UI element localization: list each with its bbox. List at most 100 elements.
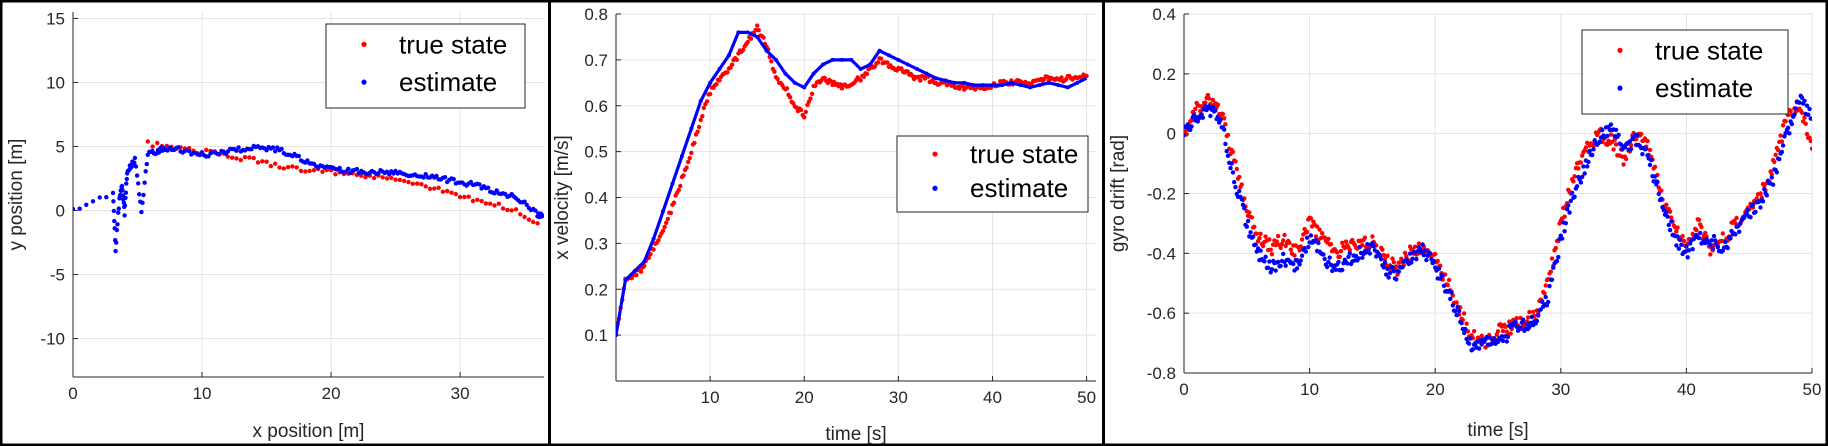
data-point — [1647, 162, 1653, 168]
data-point — [204, 147, 209, 153]
data-point — [1386, 275, 1391, 280]
data-point — [1797, 100, 1802, 105]
data-point — [509, 208, 514, 213]
series-estimate — [73, 143, 544, 254]
data-point — [872, 64, 877, 69]
data-point — [1464, 321, 1469, 326]
data-point — [1424, 257, 1429, 263]
data-point — [1306, 244, 1311, 250]
data-point — [111, 199, 116, 204]
data-point — [877, 48, 882, 53]
data-point — [1384, 272, 1389, 277]
data-point — [1263, 234, 1268, 239]
data-point — [1391, 260, 1397, 265]
data-point — [1715, 245, 1721, 250]
data-point — [1189, 124, 1194, 129]
data-point — [1778, 133, 1783, 138]
data-point — [1363, 250, 1369, 255]
data-point — [1237, 188, 1242, 194]
data-point — [808, 96, 813, 101]
data-point — [1254, 231, 1260, 236]
data-point — [1568, 198, 1574, 204]
data-point — [1698, 230, 1703, 236]
data-point — [273, 149, 278, 154]
data-point — [1525, 315, 1531, 320]
data-point — [695, 129, 700, 134]
data-point — [714, 82, 719, 87]
data-point — [1772, 159, 1777, 165]
data-point — [1775, 147, 1781, 153]
data-point — [1576, 166, 1581, 171]
data-point — [1534, 318, 1540, 324]
data-point — [97, 195, 102, 200]
data-point — [230, 155, 235, 160]
data-point — [296, 153, 301, 159]
data-point — [1470, 347, 1476, 352]
data-point — [1649, 157, 1654, 163]
data-point — [1336, 259, 1341, 265]
y-tick-label: 0.8 — [584, 5, 608, 24]
data-point — [120, 187, 125, 193]
data-point — [1333, 267, 1339, 272]
data-point — [1302, 226, 1307, 232]
data-point — [1213, 108, 1218, 113]
data-point — [279, 146, 284, 152]
data-point — [1210, 105, 1216, 110]
data-point — [1412, 244, 1418, 249]
data-point — [1679, 242, 1684, 247]
data-point — [1684, 244, 1689, 249]
data-point — [868, 62, 873, 67]
data-point — [1613, 142, 1619, 147]
data-point — [311, 168, 317, 173]
data-point — [1276, 259, 1281, 265]
data-point — [496, 201, 501, 206]
data-point — [1385, 253, 1390, 258]
data-point — [1242, 206, 1247, 211]
data-point — [839, 86, 845, 91]
data-point — [1273, 268, 1278, 273]
data-point — [1302, 246, 1307, 251]
data-point — [1056, 83, 1061, 88]
data-point — [1644, 146, 1649, 151]
data-point — [1514, 316, 1520, 321]
data-point — [1224, 149, 1229, 154]
data-point — [1075, 80, 1080, 85]
y-tick-label: 10 — [46, 73, 65, 92]
data-point — [260, 159, 265, 164]
data-point — [143, 169, 148, 174]
legend-label: estimate — [399, 67, 497, 97]
data-point — [1685, 255, 1690, 260]
data-point — [783, 71, 788, 76]
data-point — [113, 248, 118, 254]
data-point — [453, 191, 458, 197]
data-point — [1266, 265, 1271, 270]
data-point — [1471, 329, 1477, 334]
data-point — [1769, 175, 1775, 180]
data-point — [186, 148, 192, 154]
data-point — [1185, 122, 1191, 127]
data-point — [668, 210, 674, 216]
data-point — [1605, 133, 1610, 139]
data-point — [1694, 228, 1699, 233]
data-point — [1667, 227, 1673, 233]
data-point — [522, 199, 527, 204]
data-point — [1735, 224, 1741, 229]
data-point — [1696, 235, 1702, 241]
data-point — [656, 238, 661, 243]
data-point — [1651, 179, 1656, 184]
data-point — [234, 156, 239, 161]
x-axis-label: time [s] — [825, 424, 886, 445]
data-point — [1708, 242, 1713, 247]
data-point — [1750, 202, 1756, 207]
data-point — [1278, 263, 1283, 269]
data-point — [1572, 174, 1577, 179]
data-point — [679, 154, 684, 159]
data-point — [249, 147, 254, 152]
data-point — [1276, 233, 1281, 239]
data-point — [122, 203, 128, 208]
data-point — [1199, 112, 1204, 117]
data-point — [1559, 236, 1565, 241]
data-point — [696, 124, 702, 130]
data-point — [1659, 188, 1664, 193]
